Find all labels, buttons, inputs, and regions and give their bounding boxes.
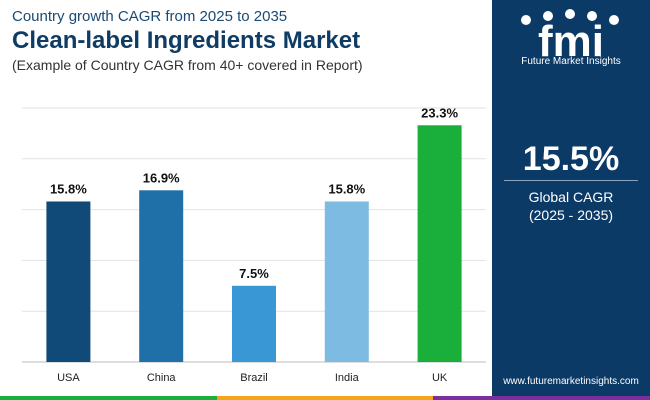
bar-india — [324, 201, 369, 362]
summary-panel: fmi Future Market Insights 15.5% Global … — [492, 0, 650, 400]
strip-segment-orange — [216, 396, 434, 400]
bar-usa — [46, 201, 91, 362]
chart-subtitle: (Example of Country CAGR from 40+ covere… — [12, 57, 363, 73]
bar-uk — [417, 125, 462, 362]
website-link[interactable]: www.futuremarketinsights.com — [503, 376, 639, 387]
global-cagr-period: (2025 - 2035) — [528, 207, 614, 223]
x-tick-label-brazil: Brazil — [240, 372, 268, 384]
chart-title: Clean-label Ingredients Market — [12, 27, 361, 54]
brand-name: Future Market Insights — [521, 56, 621, 67]
strip-segment-green — [0, 396, 217, 400]
x-tick-label-china: China — [147, 372, 177, 384]
x-tick-label-india: India — [335, 372, 360, 384]
panel-divider — [504, 180, 638, 181]
svg-text:fmi: fmi — [538, 17, 604, 66]
strip-segment-purple — [433, 396, 650, 400]
global-cagr-label: Global CAGR (2025 - 2035) — [492, 188, 650, 224]
data-label-china: 16.9% — [143, 170, 180, 185]
data-label-brazil: 7.5% — [239, 266, 269, 281]
x-tick-label-usa: USA — [57, 372, 80, 384]
chart-supertitle: Country growth CAGR from 2025 to 2035 — [12, 8, 288, 25]
x-tick-label-uk: UK — [432, 372, 448, 384]
chart-header: Country growth CAGR from 2025 to 2035 Cl… — [12, 6, 482, 73]
bar-china — [139, 190, 184, 362]
global-cagr-value: 15.5% — [522, 140, 620, 178]
data-label-india: 15.8% — [328, 181, 365, 196]
data-label-uk: 23.3% — [421, 105, 458, 120]
data-label-usa: 15.8% — [50, 181, 87, 196]
global-cagr-label-line1: Global CAGR — [528, 189, 614, 205]
bottom-color-strip — [0, 396, 650, 400]
bar-brazil — [232, 285, 276, 362]
fmi-logo-icon: fmi — [521, 9, 619, 66]
bar-chart: 15.8% USA 16.9% China 7.5% Brazil 15.8% India 23… — [22, 105, 486, 384]
